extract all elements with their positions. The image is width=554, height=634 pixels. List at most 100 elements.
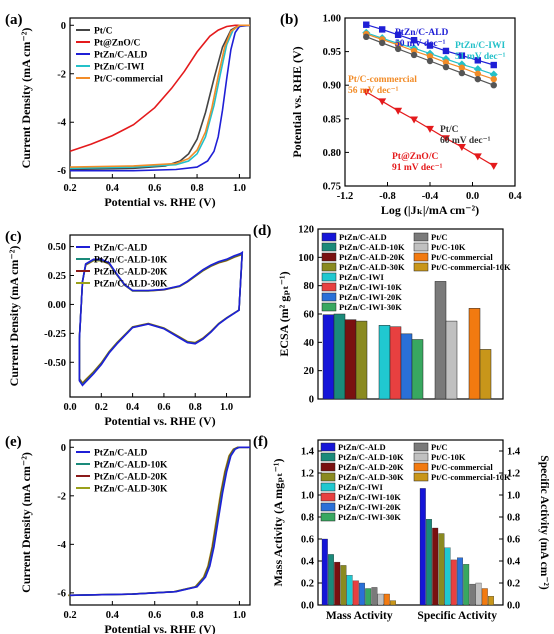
legend-swatch (320, 442, 336, 452)
x-tick-label: 0.4 (126, 402, 140, 413)
x-tick-label: 0.8 (189, 402, 202, 413)
data-point (458, 52, 466, 59)
y-tick-label: 0.0 (301, 601, 314, 612)
legend-swatch (321, 282, 337, 292)
legend-label: PtZn/C-ALD-30K (338, 472, 404, 482)
legend-swatch (413, 242, 429, 252)
legend-label: PtZn/C-ALD (94, 51, 147, 61)
data-point (490, 75, 497, 83)
data-point (394, 31, 402, 38)
y-tick-label-right: 0.0 (507, 601, 520, 612)
legend-label: PtZn/C-ALD (94, 449, 147, 459)
annotation: 51 mV dec⁻¹ (455, 52, 506, 62)
series-line (70, 24, 251, 172)
legend-label: PtZn/C-IWI-20K (339, 292, 402, 302)
legend-label: PtZn/C-ALD-20K (338, 462, 404, 472)
data-point (489, 162, 498, 170)
data-point (394, 107, 403, 115)
x-tick-label: 0.8 (190, 183, 203, 194)
data-point (426, 125, 434, 133)
legend-label: Pt@ZnO/C (94, 39, 140, 49)
bar (377, 593, 384, 606)
legend-label: PtZn/C-ALD-30K (339, 262, 405, 272)
x-tick-label: 0.2 (95, 402, 108, 413)
annotation: Pt/C-commercial (348, 75, 417, 85)
panel-label: (a) (5, 12, 23, 28)
data-point (378, 26, 386, 33)
data-point (474, 75, 482, 83)
x-tick-label: 0.0 (63, 402, 76, 413)
x-tick-label: 0.2 (63, 610, 76, 621)
category-label: Specific Activity (417, 610, 497, 622)
y-tick-label: 0.85 (323, 114, 341, 125)
y-tick-label: -2 (57, 491, 66, 502)
legend-label: PtZn/C-ALD-10K (94, 461, 168, 471)
legend-swatch (413, 252, 429, 262)
bar (488, 596, 494, 606)
bar (468, 308, 481, 400)
bar (475, 582, 482, 606)
annotation: 60 mV dec⁻¹ (440, 136, 491, 146)
annotation: 50 mV dec⁻¹ (395, 39, 446, 49)
data-point (363, 33, 370, 41)
legend-label: PtZn/C-ALD-10K (94, 256, 168, 266)
legend-swatch (321, 232, 337, 242)
legend-swatch (413, 452, 429, 462)
data-point (458, 69, 466, 77)
bar (383, 593, 390, 606)
legend-swatch (320, 452, 336, 462)
legend-label: PtZn/C-IWI (339, 272, 385, 282)
annotation: Pt/C (440, 125, 459, 135)
bar (340, 565, 347, 606)
legend-label: Pt/C-10K (431, 242, 466, 252)
bar (438, 533, 445, 606)
y-tick-label: -4 (57, 118, 66, 129)
y-tick-label: 0.25 (48, 271, 66, 282)
x-tick-label: 0.0 (466, 191, 479, 202)
data-point (489, 70, 498, 79)
legend-label: Pt/C (94, 27, 113, 37)
y-tick-label: 1.00 (323, 14, 341, 25)
bar (371, 587, 378, 606)
bar (445, 320, 458, 400)
legend-label: PtZn/C-ALD-30K (94, 280, 168, 290)
y-tick-label: 0.6 (301, 535, 314, 546)
y-tick-label: 120 (298, 225, 314, 236)
annotation: 91 mV dec⁻¹ (392, 163, 443, 173)
legend-label: PtZn/C-ALD-20K (339, 252, 405, 262)
panel-b: (b) -1.2 -0.8 -0.4 0.0 0.4 Log (|Jₖ|/mA cm⁻²) 0… (280, 12, 522, 217)
legend-swatch (321, 272, 337, 282)
y-tick-label: 100 (298, 253, 314, 264)
y-tick-label-right: 0.2 (507, 579, 520, 590)
data-point (490, 61, 497, 69)
y-tick-label: 0.90 (323, 81, 341, 92)
plot-frame (69, 17, 251, 179)
legend-swatch (413, 462, 429, 472)
y-tick-label: 1.2 (301, 469, 314, 480)
series-line (69, 24, 250, 153)
data-point (394, 45, 402, 53)
legend-label: PtZn/C-IWI-10K (339, 282, 402, 292)
bar (359, 582, 365, 606)
bar (419, 488, 426, 606)
legend-swatch (321, 262, 337, 272)
legend-label: Pt/C (431, 442, 448, 452)
legend-swatch (321, 302, 337, 312)
x-tick-label: 0.6 (148, 183, 161, 194)
bar (390, 600, 396, 606)
data-point (457, 144, 466, 152)
legend-label: PtZn/C-IWI (338, 482, 384, 492)
legend-label: PtZn/C-IWI-20K (338, 502, 401, 512)
legend-label: PtZn/C-IWI-30K (339, 302, 402, 312)
bar (434, 281, 447, 400)
legend-label: Pt/C-commercial-10K (431, 262, 511, 272)
bar (411, 339, 424, 400)
x-tick-label: 0.6 (148, 610, 161, 621)
legend-swatch (320, 462, 336, 472)
x-tick-label: 0.8 (190, 610, 203, 621)
y-tick-label-right: 0.6 (507, 535, 520, 546)
legend-swatch (320, 492, 336, 502)
series-line (69, 446, 250, 597)
bar (344, 319, 357, 400)
data-point (442, 59, 450, 66)
